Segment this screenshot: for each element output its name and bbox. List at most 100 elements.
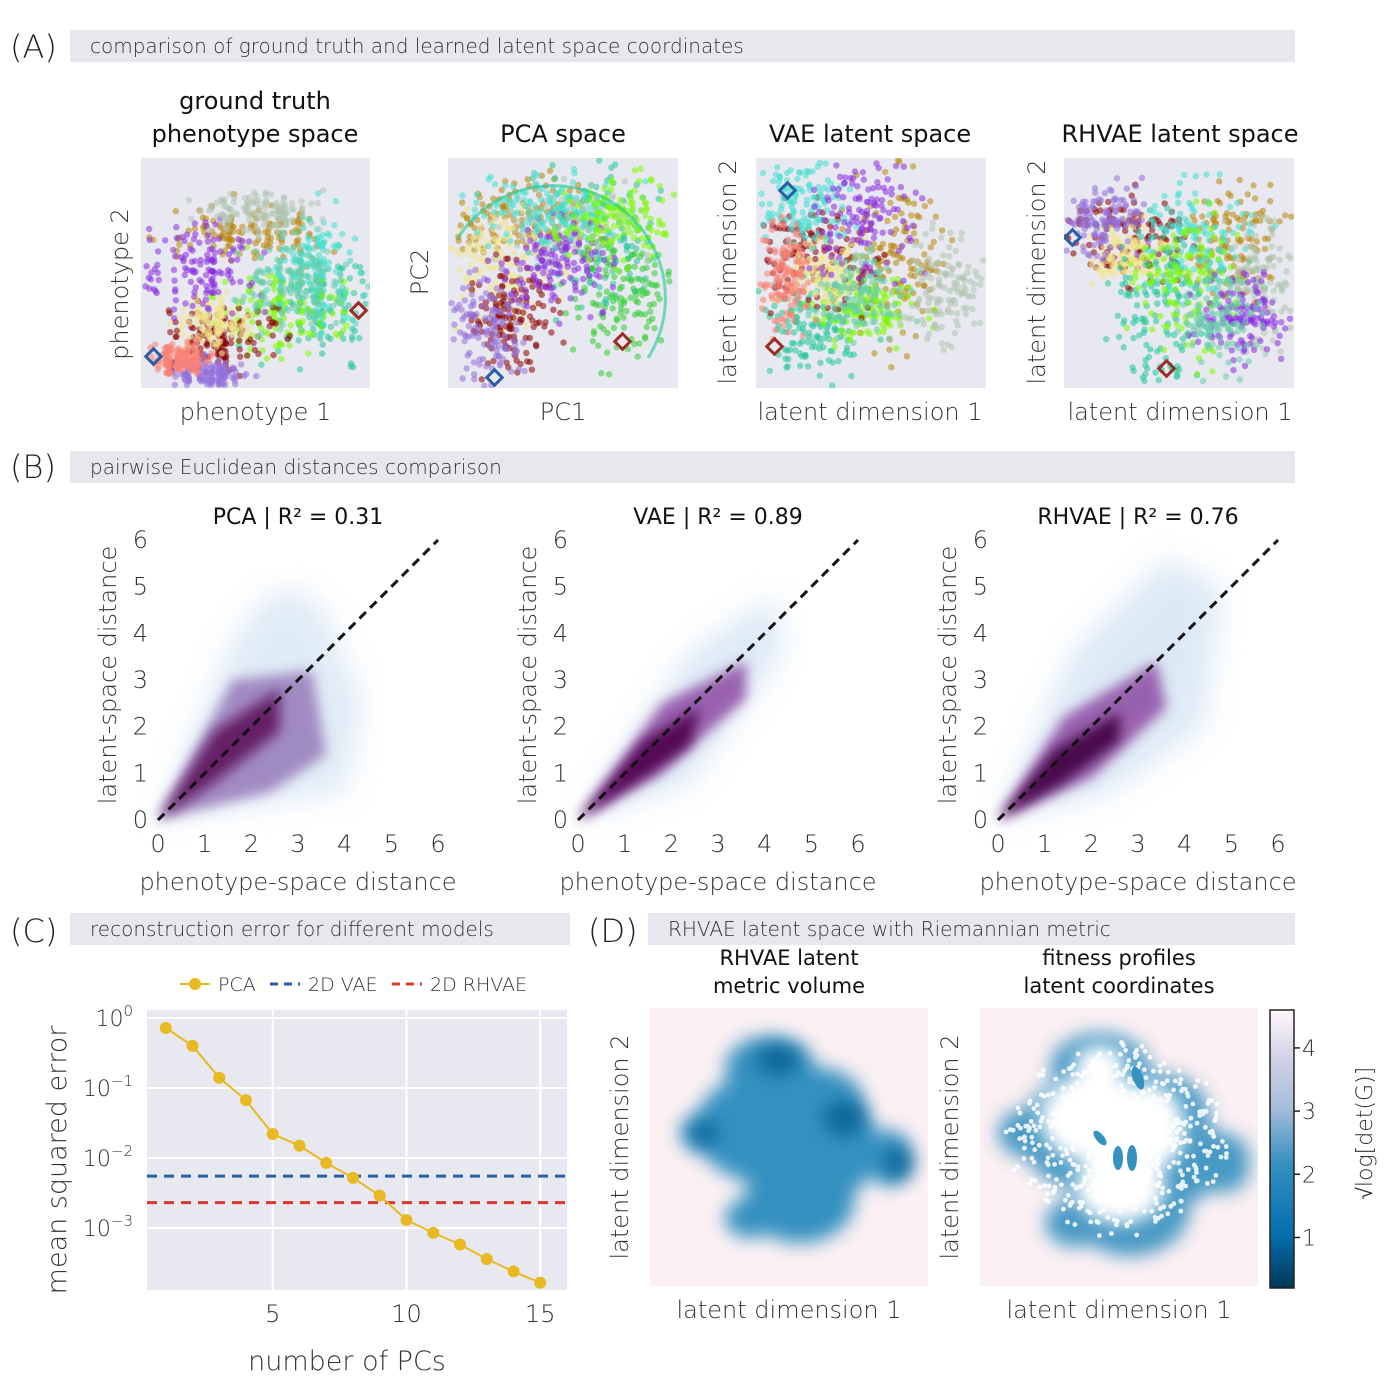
scatter-point [254,197,262,204]
scatter-point [271,221,278,228]
scatter-point [858,259,865,266]
scatter-point [549,291,556,298]
scatter-point [1217,238,1225,245]
scatter-point [876,244,883,252]
scatter-point [819,229,826,236]
scatter-point [522,286,529,294]
scatter-point [595,291,603,298]
scatter-point [617,295,624,302]
scatter-point [1278,308,1285,315]
scatter-point [1115,333,1123,341]
scatter-point [759,305,766,312]
scatter-point [647,176,655,183]
scatter-point [927,198,934,205]
scatter-point [1286,315,1294,322]
scatter-point [1144,365,1151,372]
scatter-point [470,371,478,378]
scatter-point [915,268,922,275]
scatter-point [893,259,900,266]
scatter-point [494,240,501,247]
scatter-point [234,256,241,263]
scatter-point [909,222,917,229]
scatter-point [834,192,841,199]
scatter-point [179,349,186,357]
scatter-point [229,279,236,286]
scatter-point [1160,346,1168,353]
scatter-point [484,277,491,284]
scatter-point [493,347,501,355]
scatter-point [208,205,215,213]
scatter-point [533,228,540,235]
scatter-point [290,206,297,213]
scatter-point [798,267,805,274]
scatter-point [503,269,510,276]
scatter-point [302,288,310,295]
scatter-point [886,346,893,353]
scatter-point [521,202,529,210]
scatter-point [783,364,790,371]
scatter-point [333,241,341,248]
scatter-point [498,265,506,272]
a-scatter-vae [756,158,986,388]
scatter-point [1099,260,1106,268]
scatter-point [519,225,526,232]
scatter-point [636,177,643,185]
scatter-point [332,268,340,275]
scatter-point [162,237,169,244]
scatter-point [347,360,355,367]
scatter-point [231,194,238,202]
scatter-point [1173,302,1180,309]
scatter-point [888,364,895,371]
scatter-point [896,311,903,319]
scatter-point [925,299,932,307]
scatter-point [1264,235,1272,242]
scatter-point [1256,212,1264,220]
scatter-point [824,331,831,338]
scatter-point [895,194,902,201]
scatter-point [204,304,211,312]
scatter-point [222,278,229,285]
scatter-point [1265,258,1273,265]
scatter-point [626,270,634,277]
scatter-point [796,307,804,314]
scatter-point [498,186,505,194]
scatter-point [824,323,831,330]
scatter-point [605,226,612,233]
scatter-point [854,284,861,291]
scatter-point [193,353,200,361]
scatter-point [310,316,318,323]
scatter-point [255,214,262,222]
scatter-point [310,263,317,270]
scatter-point [824,281,831,288]
scatter-point [839,225,846,233]
scatter-point [626,189,634,197]
scatter-point [562,270,569,278]
scatter-point [510,336,517,344]
scatter-point [308,321,315,328]
scatter-point [511,296,518,303]
scatter-point [500,209,508,216]
red-diamond-marker [764,336,785,357]
scatter-point [909,302,916,310]
scatter-point [490,264,497,271]
scatter-point [187,215,195,222]
scatter-point [1219,292,1226,299]
scatter-point [889,242,896,250]
scatter-point [827,238,834,245]
scatter-point [931,260,939,267]
scatter-point [860,268,867,276]
scatter-point [828,271,835,278]
scatter-point [823,246,831,253]
scatter-point [503,231,510,238]
scatter-point [1215,255,1222,263]
scatter-point [244,338,252,346]
scatter-point [171,381,178,388]
scatter-point [524,176,531,183]
scatter-point [792,258,800,265]
scatter-point [270,210,277,218]
scatter-point [451,321,458,328]
scatter-point [475,334,482,341]
scatter-point [271,286,278,293]
scatter-point [827,347,834,355]
scatter-point [246,194,253,201]
